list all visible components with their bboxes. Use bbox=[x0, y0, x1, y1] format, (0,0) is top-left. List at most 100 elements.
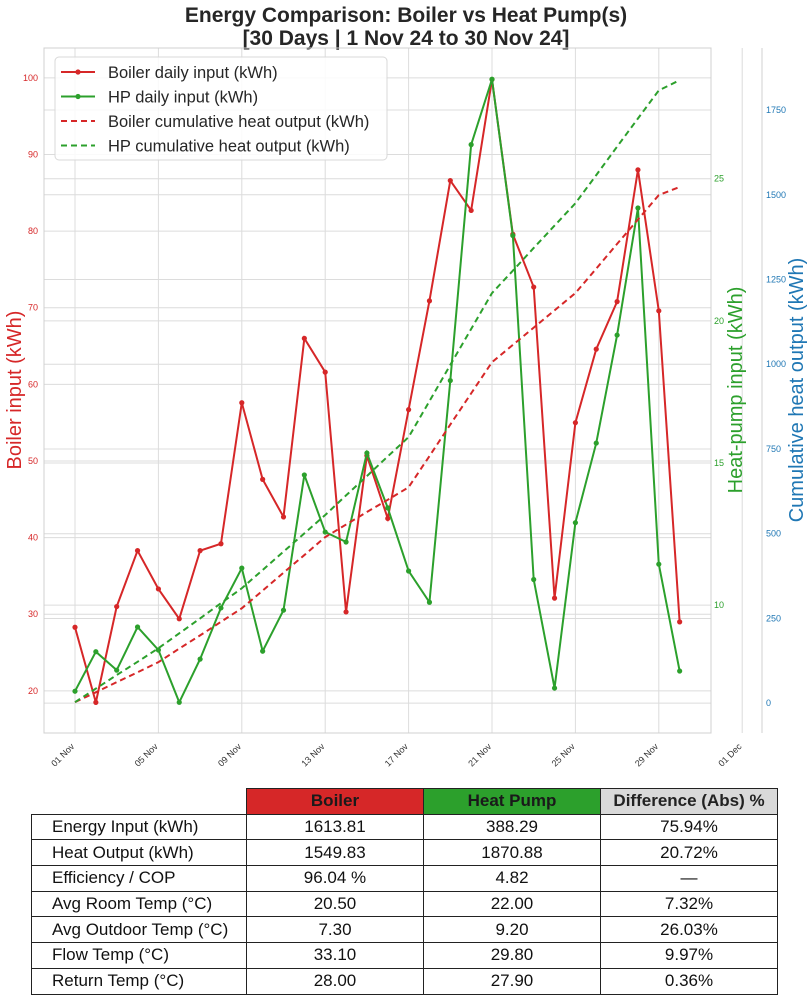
data-point bbox=[260, 648, 266, 654]
table-row: Energy Input (kWh) 1613.81 388.29 75.94% bbox=[31, 813, 778, 841]
table-corner bbox=[31, 788, 247, 815]
table-row: Efficiency / COP 96.04 % 4.82— bbox=[31, 865, 778, 892]
data-point bbox=[447, 177, 453, 184]
data-point bbox=[447, 377, 453, 384]
data-point bbox=[197, 548, 203, 554]
x-tick-label: 29 Nov bbox=[633, 741, 661, 769]
heat-pump-cell: 27.90 bbox=[423, 967, 601, 995]
series-line-2 bbox=[74, 186, 681, 704]
legend-marker bbox=[75, 69, 81, 75]
table-row: Flow Temp (°C) 33.10 29.80 9.97% bbox=[31, 942, 778, 969]
x-tick-label: 09 Nov bbox=[216, 741, 244, 769]
x-tick-label: 01 Dec bbox=[716, 741, 744, 769]
table-header-row: Boiler Heat Pump Difference (Abs) % bbox=[31, 788, 778, 815]
data-point bbox=[301, 472, 307, 478]
data-point bbox=[531, 284, 537, 290]
chart-title: Energy Comparison: Boiler vs Heat Pump(s… bbox=[184, 4, 628, 27]
data-point bbox=[614, 332, 620, 338]
x-tick-label: 13 Nov bbox=[299, 741, 327, 769]
heat-pump-cell: 388.29 bbox=[423, 813, 601, 841]
data-point bbox=[551, 595, 558, 601]
x-tick-label: 01 Nov bbox=[49, 741, 77, 769]
data-point bbox=[593, 440, 599, 446]
data-point bbox=[677, 619, 683, 625]
legend-label: Boiler cumulative heat output (kWh) bbox=[108, 113, 369, 131]
heat-pump-cell: 4.82 bbox=[423, 865, 601, 892]
heat-pump-cell: 22.00 bbox=[423, 890, 601, 918]
right2-axis-label: Cumulative heat output (kWh) bbox=[786, 258, 808, 523]
difference-cell: 26.03% bbox=[600, 916, 778, 944]
left-tick-label: 70 bbox=[28, 303, 38, 313]
data-point bbox=[301, 335, 307, 341]
series-line-1 bbox=[74, 78, 681, 705]
header-difference: Difference (Abs) % bbox=[600, 788, 778, 815]
data-point bbox=[426, 599, 433, 605]
left-tick-label: 40 bbox=[28, 533, 38, 543]
data-point bbox=[322, 529, 328, 535]
table-row: Avg Outdoor Temp (°C) 7.30 9.20 26.03% bbox=[31, 916, 778, 944]
legend-label: HP cumulative heat output (kWh) bbox=[108, 138, 350, 156]
data-point bbox=[134, 624, 141, 630]
data-point bbox=[551, 685, 558, 691]
comparison-table: Boiler Heat Pump Difference (Abs) % Ener… bbox=[31, 788, 778, 995]
table-row: Heat Output (kWh) 1549.83 1870.88 20.72% bbox=[31, 839, 778, 867]
heat-pump-cell: 1870.88 bbox=[423, 839, 601, 867]
data-point bbox=[343, 539, 349, 545]
x-tick-label: 17 Nov bbox=[383, 741, 411, 769]
row-label: Avg Outdoor Temp (°C) bbox=[31, 916, 247, 944]
difference-cell: — bbox=[600, 865, 778, 892]
data-point bbox=[176, 616, 182, 622]
data-point bbox=[385, 515, 391, 522]
difference-cell: 9.97% bbox=[600, 942, 778, 969]
left-tick-label: 60 bbox=[28, 379, 38, 389]
data-point bbox=[531, 576, 537, 583]
heat-pump-cell: 29.80 bbox=[423, 942, 601, 969]
right2-tick-label: 750 bbox=[766, 444, 781, 454]
legend-label: HP daily input (kWh) bbox=[108, 89, 258, 107]
table-row: Return Temp (°C) 28.00 27.90 0.36% bbox=[31, 967, 778, 995]
right2-tick-label: 1500 bbox=[766, 190, 786, 200]
data-point bbox=[155, 586, 161, 592]
data-point bbox=[239, 400, 245, 406]
data-point bbox=[468, 207, 474, 214]
boiler-cell: 28.00 bbox=[246, 967, 424, 995]
series-line-3 bbox=[74, 79, 681, 703]
boiler-cell: 20.50 bbox=[246, 890, 424, 918]
data-point bbox=[468, 142, 474, 148]
row-label: Return Temp (°C) bbox=[31, 967, 247, 995]
right1-tick-label: 15 bbox=[714, 458, 724, 468]
x-tick-label: 05 Nov bbox=[133, 741, 161, 769]
data-point bbox=[572, 520, 579, 526]
left-tick-label: 50 bbox=[28, 456, 38, 466]
plot-frame bbox=[43, 47, 712, 734]
right1-tick-label: 20 bbox=[714, 316, 724, 326]
legend-marker bbox=[75, 93, 81, 100]
right2-tick-label: 1250 bbox=[766, 274, 786, 284]
legend-box bbox=[54, 56, 388, 161]
left-tick-label: 100 bbox=[23, 73, 38, 83]
data-point bbox=[114, 667, 120, 673]
right2-tick-label: 1750 bbox=[766, 105, 786, 115]
data-point bbox=[155, 647, 161, 653]
data-point bbox=[280, 514, 287, 520]
data-point bbox=[343, 609, 349, 615]
data-point bbox=[593, 346, 599, 352]
header-heat-pump: Heat Pump bbox=[423, 788, 601, 815]
data-point bbox=[72, 624, 78, 630]
x-tick-label: 25 Nov bbox=[550, 741, 578, 769]
data-point bbox=[656, 308, 662, 314]
series-line-0 bbox=[74, 79, 681, 703]
boiler-cell: 33.10 bbox=[246, 942, 424, 969]
boiler-cell: 1613.81 bbox=[246, 813, 424, 841]
difference-cell: 0.36% bbox=[600, 967, 778, 995]
data-point bbox=[614, 299, 620, 305]
right2-tick-label: 500 bbox=[766, 529, 781, 539]
left-tick-label: 20 bbox=[28, 686, 38, 696]
heat-pump-cell: 9.20 bbox=[423, 916, 601, 944]
energy-chart: 01 Nov 05 Nov 09 Nov 13 Nov 17 Nov 21 Nov 25 N… bbox=[4, 47, 808, 769]
data-point bbox=[572, 420, 579, 426]
data-point bbox=[93, 699, 99, 705]
row-label: Efficiency / COP bbox=[31, 865, 247, 892]
data-point bbox=[72, 688, 78, 694]
row-label: Heat Output (kWh) bbox=[31, 839, 247, 867]
